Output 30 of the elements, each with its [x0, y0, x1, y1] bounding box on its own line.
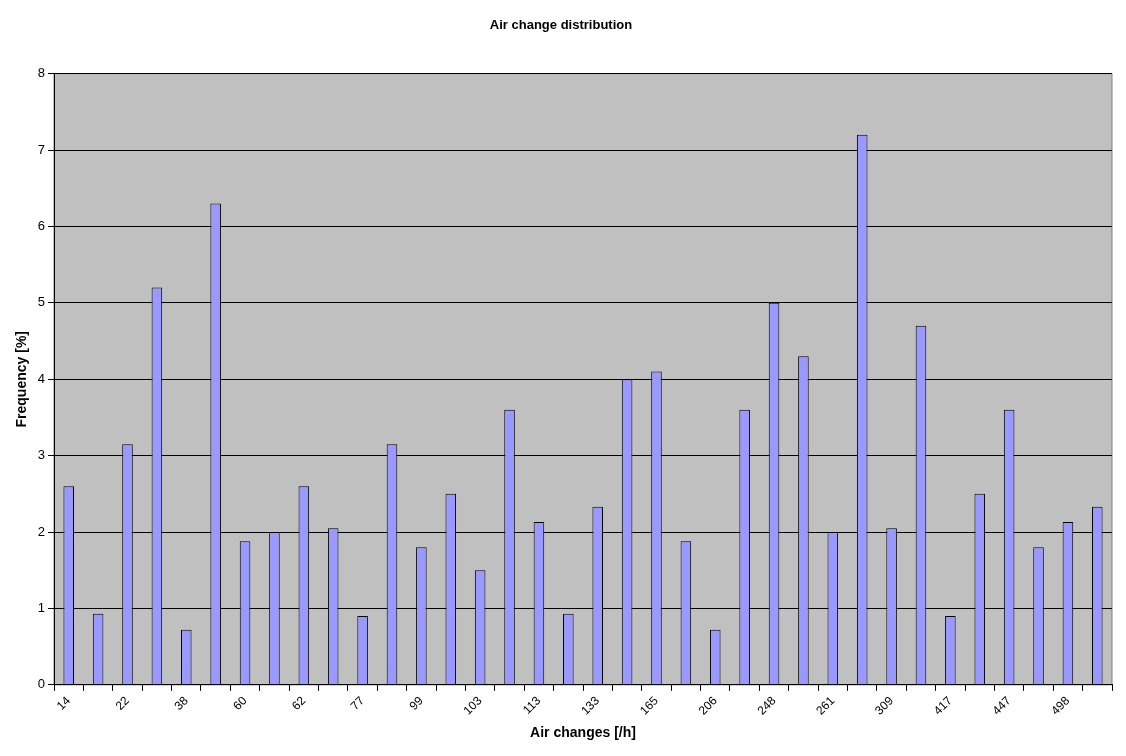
x-tick-label: 261 — [813, 693, 838, 718]
x-tick-label: 38 — [171, 693, 191, 713]
chart-title: Air change distribution — [489, 17, 633, 33]
x-tick-label: 113 — [519, 693, 544, 717]
y-axis-title: Frequency [%] — [13, 331, 30, 428]
x-tick-label: 77 — [347, 693, 368, 713]
x-tick-label: 498 — [1048, 693, 1073, 718]
y-tick-label: 7 — [37, 141, 46, 157]
y-tick-label: 1 — [37, 600, 46, 616]
x-tick-label: 447 — [989, 693, 1014, 718]
y-tick-label: 3 — [37, 447, 46, 463]
x-tick-label: 99 — [406, 693, 427, 713]
x-tick-label: 206 — [695, 693, 720, 718]
x-tick-label: 133 — [578, 693, 603, 718]
y-tick-label: 2 — [37, 523, 46, 539]
y-tick-label: 8 — [37, 65, 46, 81]
y-tick-label: 5 — [37, 294, 46, 310]
y-tick-label: 0 — [37, 676, 46, 692]
x-tick-label: 417 — [930, 693, 956, 718]
x-axis-title: Air changes [/h] — [530, 724, 636, 741]
y-tick-label: 4 — [37, 370, 46, 386]
x-tick-label: 165 — [636, 693, 662, 718]
y-tick-label: 6 — [37, 217, 46, 233]
x-tick-label: 14 — [53, 693, 74, 713]
x-tick-label: 248 — [754, 693, 779, 718]
x-tick-label: 103 — [460, 693, 485, 718]
x-tick-label: 60 — [230, 693, 250, 713]
x-tick-label: 22 — [112, 693, 133, 713]
x-tick-label: 309 — [871, 693, 897, 718]
x-tick-label: 62 — [288, 693, 309, 713]
